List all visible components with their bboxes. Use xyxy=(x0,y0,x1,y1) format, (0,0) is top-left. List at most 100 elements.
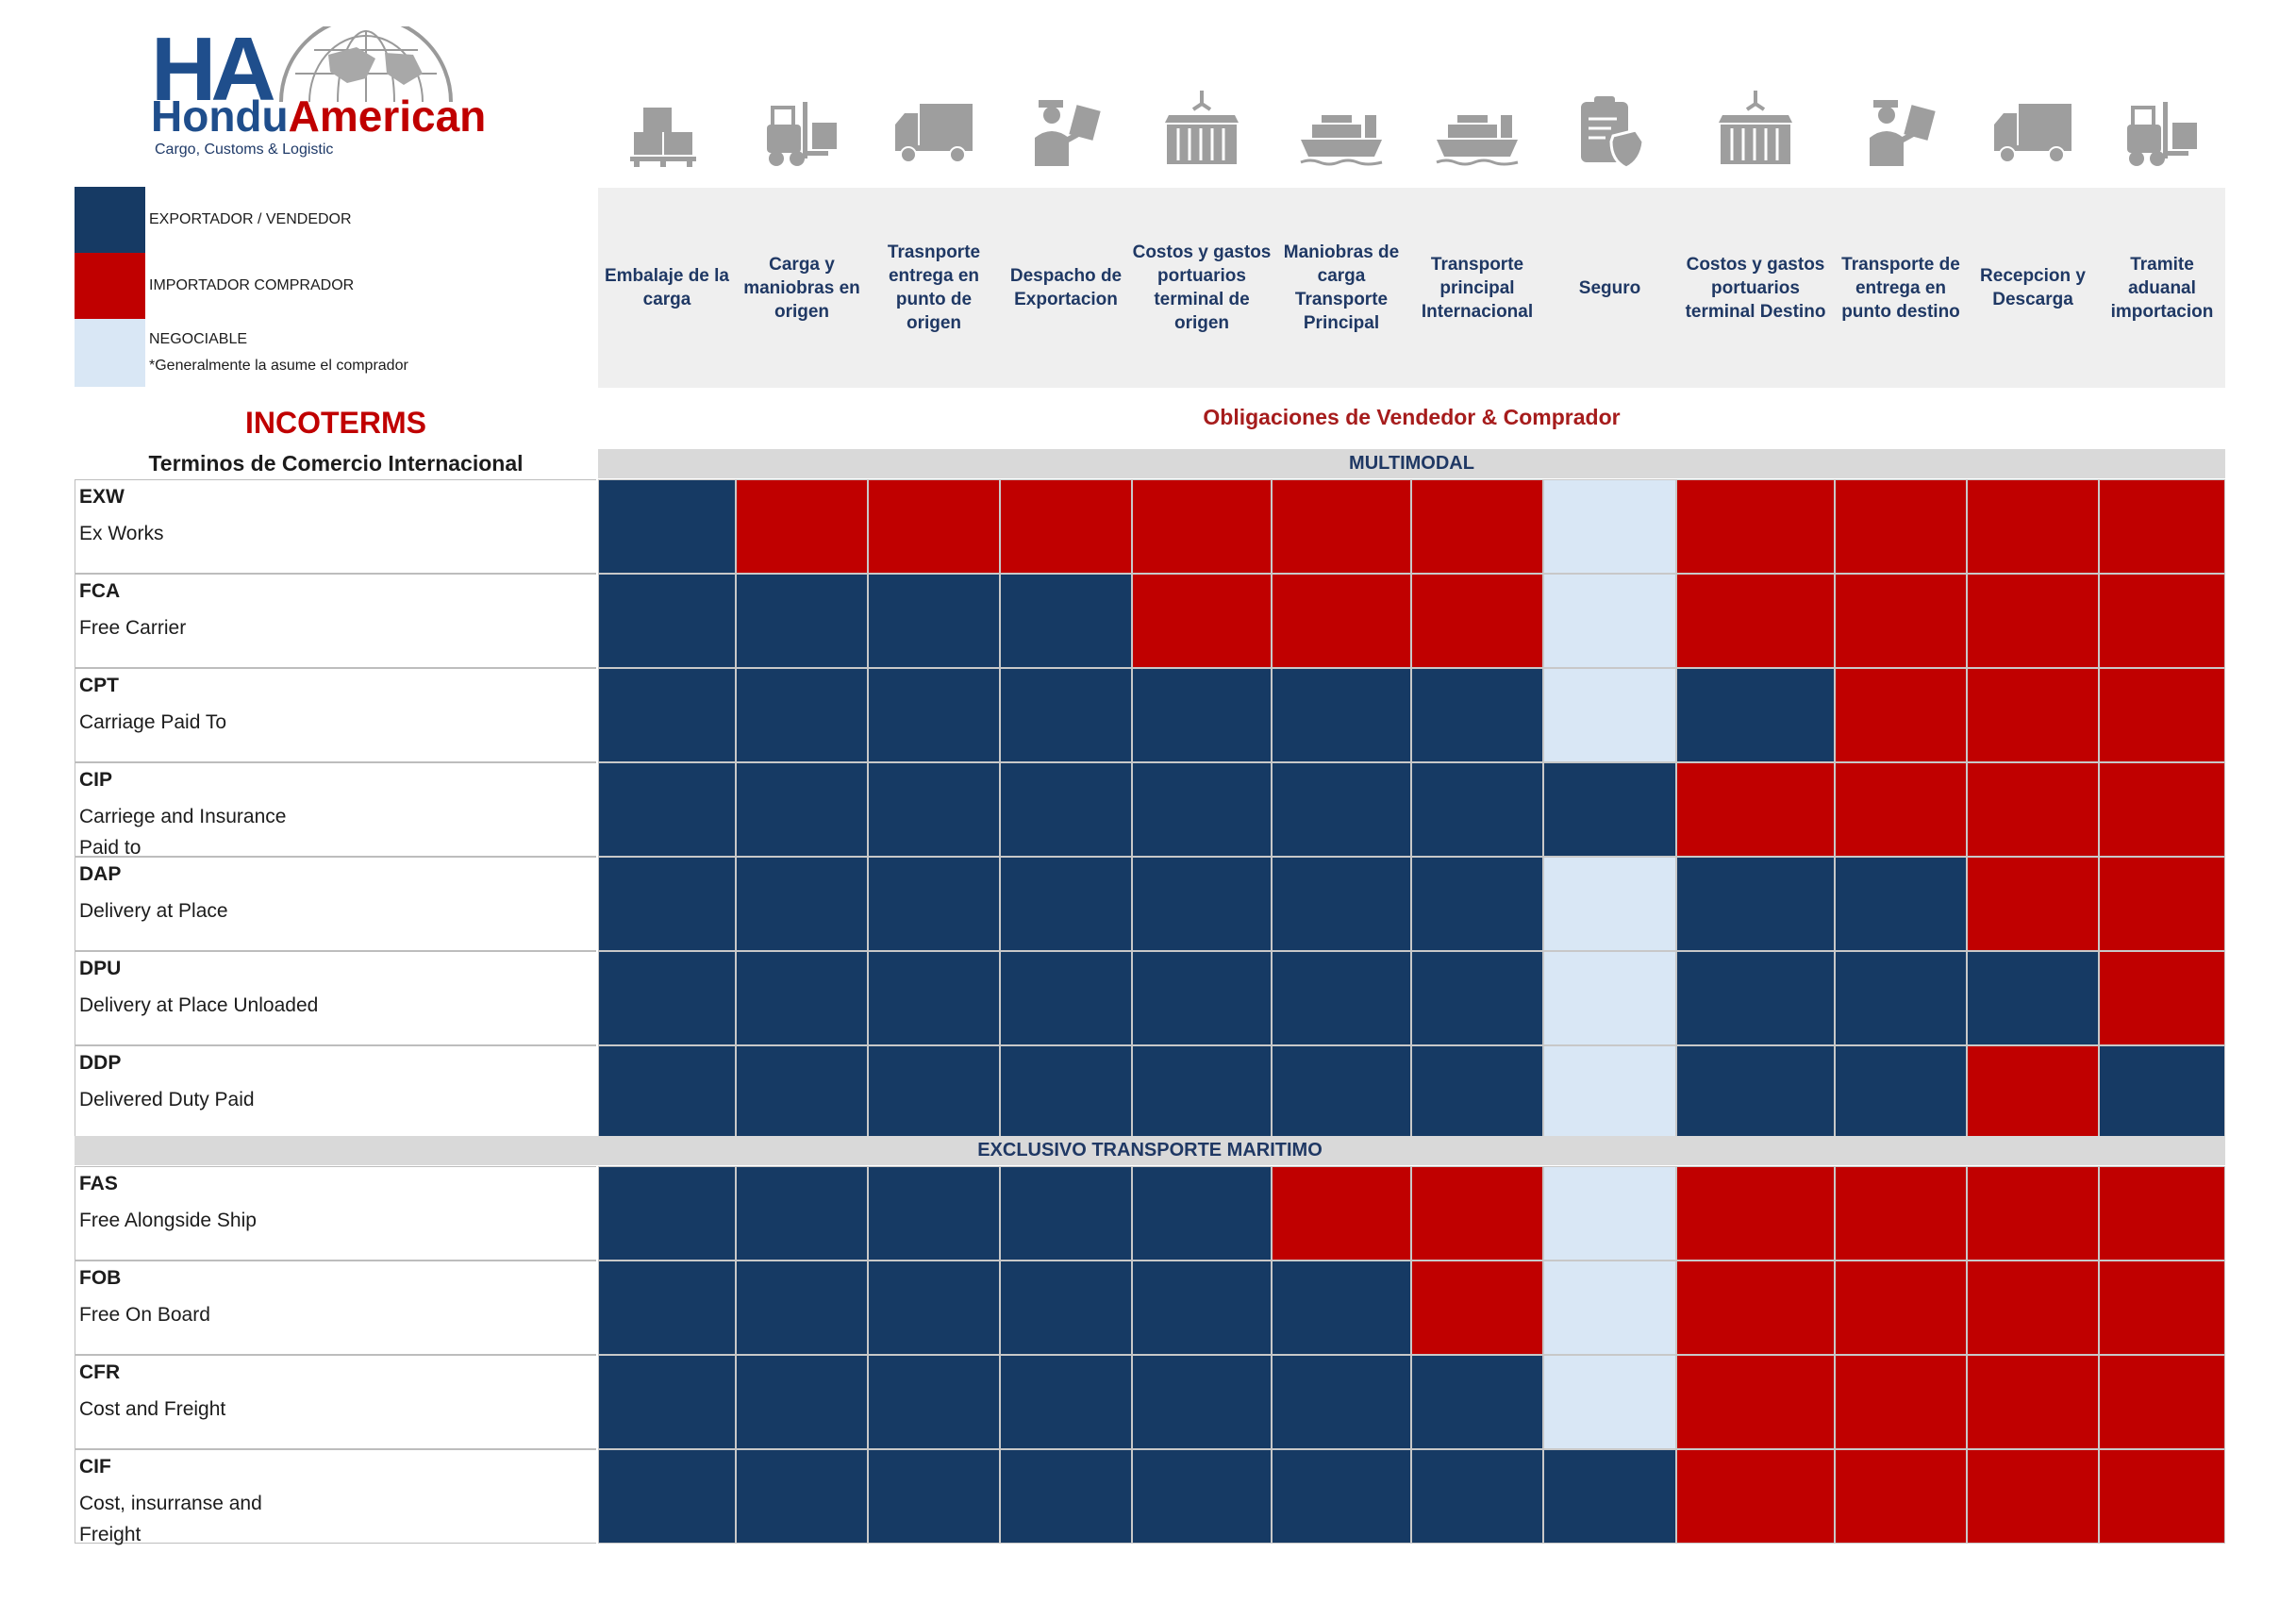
cell-buyer xyxy=(1411,479,1543,574)
cell-seller xyxy=(1543,762,1676,857)
incoterm-code: FAS xyxy=(79,1173,118,1194)
cell-buyer xyxy=(1967,1166,2099,1261)
cell-seller xyxy=(1132,857,1272,951)
cell-seller xyxy=(1272,1449,1411,1544)
cell-buyer xyxy=(1835,1355,1967,1449)
customs-officer-icon xyxy=(1858,87,1943,172)
incoterm-row-label: EXW Ex Works xyxy=(75,479,596,574)
cell-seller xyxy=(868,762,1000,857)
cell-seller xyxy=(1411,1449,1543,1544)
cell-seller xyxy=(1272,951,1411,1045)
cell-seller xyxy=(1272,668,1411,762)
cell-seller xyxy=(1835,1045,1967,1140)
cell-seller xyxy=(1411,1045,1543,1140)
cell-buyer xyxy=(2099,1261,2225,1355)
insurance-clipboard-icon xyxy=(1568,87,1653,172)
cell-buyer xyxy=(2099,479,2225,574)
cell-seller xyxy=(1411,1355,1543,1449)
incoterm-code: DAP xyxy=(79,863,122,885)
cell-seller xyxy=(1132,1355,1272,1449)
cell-buyer xyxy=(1835,479,1967,574)
cell-seller xyxy=(1835,951,1967,1045)
incoterm-code: DPU xyxy=(79,958,122,979)
cell-buyer xyxy=(1272,1166,1411,1261)
incoterm-row-label: CPT Carriage Paid To xyxy=(75,668,596,762)
cell-seller xyxy=(1132,951,1272,1045)
incoterm-row-label: CIF Cost, insurranse and Freight xyxy=(75,1449,596,1545)
cargo-ship-icon xyxy=(1435,87,1520,172)
incoterm-code: DDP xyxy=(79,1052,122,1074)
column-header: Costos y gastos portuarios terminal Dest… xyxy=(1685,254,1826,322)
cell-seller xyxy=(868,574,1000,668)
forklift-icon xyxy=(2120,87,2204,172)
cell-seller xyxy=(1676,951,1835,1045)
cell-seller xyxy=(1000,1355,1132,1449)
logo-wordmark: HonduAmerican xyxy=(151,92,487,141)
column-header-band xyxy=(598,188,2225,388)
cell-buyer xyxy=(1676,762,1835,857)
column-header: Costos y gastos portuarios terminal de o… xyxy=(1132,242,1272,333)
legend-buyer-label: IMPORTADOR COMPRADOR xyxy=(149,277,355,293)
column-header: Trasnporte entrega en punto de origen xyxy=(887,242,981,333)
incoterm-name: Free Alongside Ship xyxy=(79,1210,257,1231)
cell-seller xyxy=(1132,1045,1272,1140)
cell-buyer xyxy=(1000,479,1132,574)
cell-seller xyxy=(868,1166,1000,1261)
cell-seller xyxy=(1000,1045,1132,1140)
cell-negotiable xyxy=(1543,668,1676,762)
cell-seller xyxy=(1272,857,1411,951)
company-logo: HA HonduAmerican Cargo, Customs & Logist… xyxy=(151,25,509,166)
incoterm-name: Delivered Duty Paid xyxy=(79,1089,255,1110)
incoterm-code: CIP xyxy=(79,769,113,791)
cell-seller xyxy=(1835,857,1967,951)
cell-buyer xyxy=(1835,1261,1967,1355)
incoterm-code: EXW xyxy=(79,486,125,508)
cell-buyer xyxy=(1676,1261,1835,1355)
cell-seller xyxy=(1411,857,1543,951)
cell-seller xyxy=(1000,1261,1132,1355)
cell-seller xyxy=(598,574,736,668)
incoterm-row-label: FOB Free On Board xyxy=(75,1261,596,1355)
cell-seller xyxy=(1000,762,1132,857)
cell-negotiable xyxy=(1543,1261,1676,1355)
section-header: MULTIMODAL xyxy=(598,449,2225,478)
cell-seller xyxy=(1132,762,1272,857)
incoterm-name: Free Carrier xyxy=(79,617,187,639)
cell-buyer xyxy=(2099,857,2225,951)
legend-negotiable-swatch xyxy=(75,319,145,387)
cell-buyer xyxy=(1835,574,1967,668)
column-header: Transporte principal Internacional xyxy=(1421,254,1534,322)
cell-buyer xyxy=(1676,1449,1835,1544)
column-header: Transporte de entrega en punto destino xyxy=(1841,254,1960,322)
column-header: Embalaje de la carga xyxy=(604,266,729,309)
truck-icon xyxy=(891,87,976,172)
incoterm-row-label: FCA Free Carrier xyxy=(75,574,596,668)
cell-seller xyxy=(736,1166,868,1261)
cell-buyer xyxy=(1967,762,2099,857)
cell-buyer xyxy=(2099,951,2225,1045)
cell-buyer xyxy=(1967,574,2099,668)
cell-buyer xyxy=(1967,1045,2099,1140)
cell-seller xyxy=(598,1166,736,1261)
cell-buyer xyxy=(1676,479,1835,574)
cell-seller xyxy=(736,574,868,668)
cell-buyer xyxy=(1835,668,1967,762)
column-header: Tramite aduanal importacion xyxy=(2110,254,2214,322)
cell-seller xyxy=(1967,951,2099,1045)
incoterm-name: Delivery at Place Unloaded xyxy=(79,994,319,1016)
cell-seller xyxy=(1272,1355,1411,1449)
cell-buyer xyxy=(1967,1261,2099,1355)
cell-seller xyxy=(868,951,1000,1045)
cell-seller xyxy=(1676,857,1835,951)
cell-buyer xyxy=(1411,1166,1543,1261)
cell-negotiable xyxy=(1543,1355,1676,1449)
cell-seller xyxy=(598,857,736,951)
cell-seller xyxy=(868,1261,1000,1355)
cell-buyer xyxy=(1835,1166,1967,1261)
incoterm-row-label: DPU Delivery at Place Unloaded xyxy=(75,951,596,1045)
legend-negotiable-note: *Generalmente la asume el comprador xyxy=(149,358,408,374)
customs-officer-icon xyxy=(1023,87,1108,172)
container-crane-icon xyxy=(1713,87,1798,172)
incoterm-code: CIF xyxy=(79,1456,111,1478)
cell-seller xyxy=(1000,857,1132,951)
